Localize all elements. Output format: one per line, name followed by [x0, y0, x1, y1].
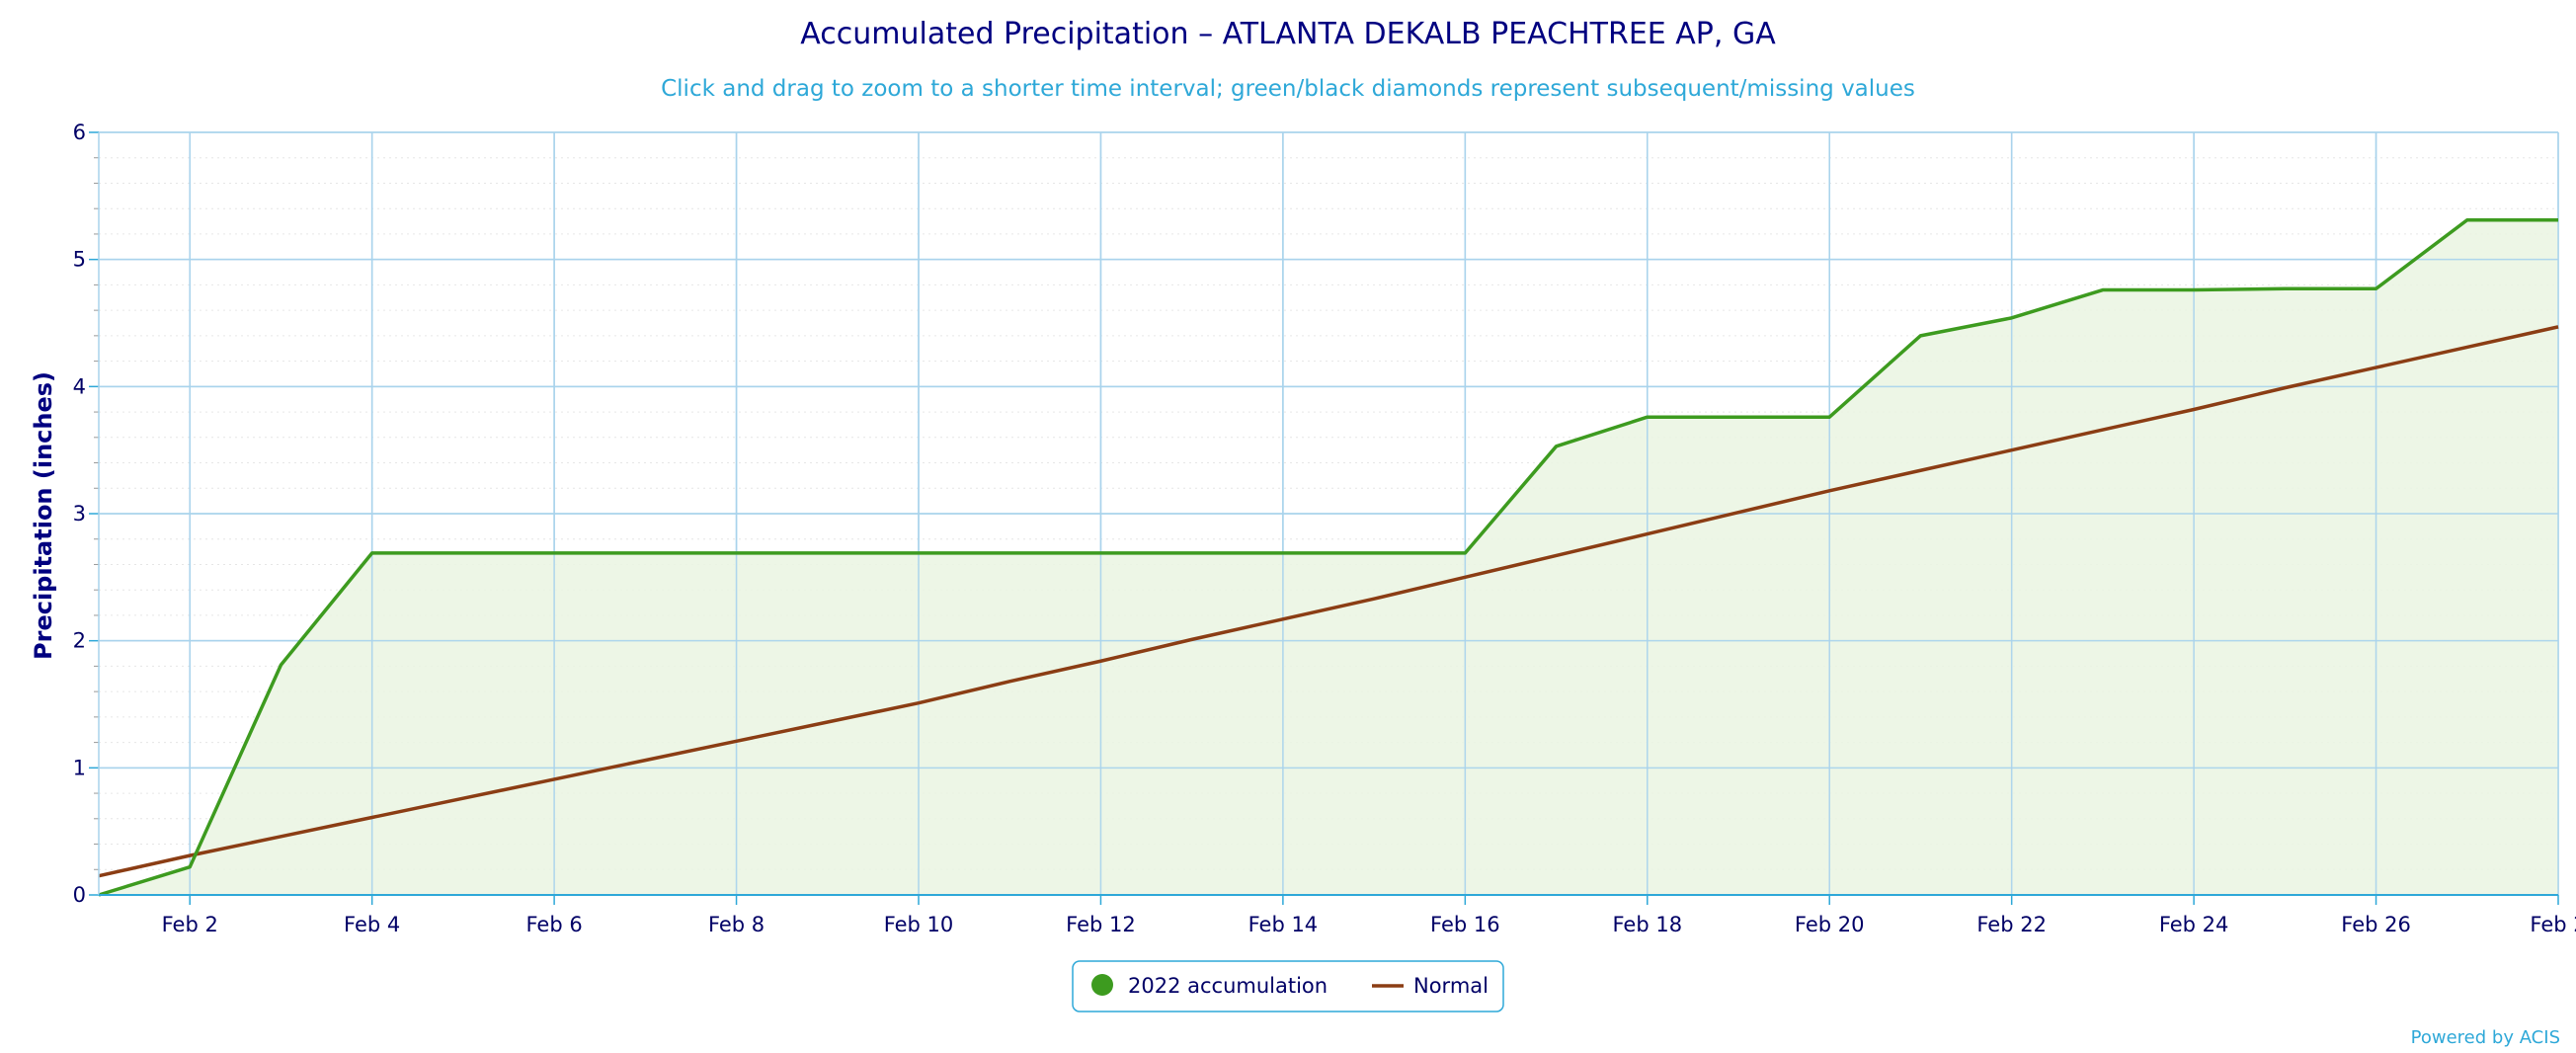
grid-overlay: [99, 131, 2559, 896]
x-tick-label: Feb 18: [1612, 913, 1682, 936]
y-tick-label: 6: [73, 121, 86, 144]
legend-item-normal[interactable]: Normal: [1372, 974, 1489, 998]
legend[interactable]: 2022 accumulation Normal: [1072, 960, 1504, 1012]
y-axis-title: Precipitation (inches): [30, 371, 57, 660]
x-tick-label: Feb 16: [1430, 913, 1500, 936]
accumulation-area: [99, 219, 2558, 895]
x-tick-label: Feb 10: [884, 913, 954, 936]
x-tick-label: Feb 12: [1066, 913, 1136, 936]
legend-label-normal: Normal: [1413, 974, 1489, 998]
y-tick-label: 5: [73, 248, 86, 272]
series-line-normal[interactable]: [98, 325, 2559, 878]
chart-title: Accumulated Precipitation – ATLANTA DEKA…: [800, 17, 1776, 51]
y-tick-label: 2: [73, 629, 86, 653]
y-tick-label: 1: [73, 756, 86, 779]
y-tick-label: 4: [73, 374, 86, 398]
legend-box: [1072, 960, 1504, 1012]
x-tick-label: Feb 14: [1248, 913, 1319, 936]
chart-subtitle: Click and drag to zoom to a shorter time…: [661, 76, 1915, 102]
plot-area[interactable]: [98, 131, 2559, 897]
x-tick-label: Feb 20: [1795, 913, 1865, 936]
credit-link[interactable]: Powered by ACIS: [2411, 1027, 2560, 1048]
legend-item-2022-accumulation[interactable]: 2022 accumulation: [1091, 974, 1328, 998]
x-tick-label: Feb 22: [1976, 913, 2047, 936]
y-tick-label: 0: [73, 883, 86, 907]
x-tick-label: Feb 8: [708, 913, 765, 936]
x-tick-label: Feb 4: [344, 913, 400, 936]
legend-label-2022-accumulation: 2022 accumulation: [1128, 974, 1328, 998]
x-tick-label: Feb 26: [2341, 913, 2411, 936]
x-tick-label: Feb 6: [526, 913, 583, 936]
x-tick-label: Feb 2: [2530, 913, 2576, 936]
x-tick-label: Feb 2: [162, 913, 218, 936]
series-line-2022-accumulation[interactable]: [98, 218, 2558, 897]
axes: 0 1 2 3 4 5 6 Feb 2 Feb 4 Feb 6 Feb 8 Feb 10 Feb 12 F…: [73, 121, 2576, 936]
y-tick-label: 3: [73, 502, 86, 526]
x-tick-label: Feb 24: [2159, 913, 2229, 936]
legend-marker-circle: [1091, 974, 1113, 996]
